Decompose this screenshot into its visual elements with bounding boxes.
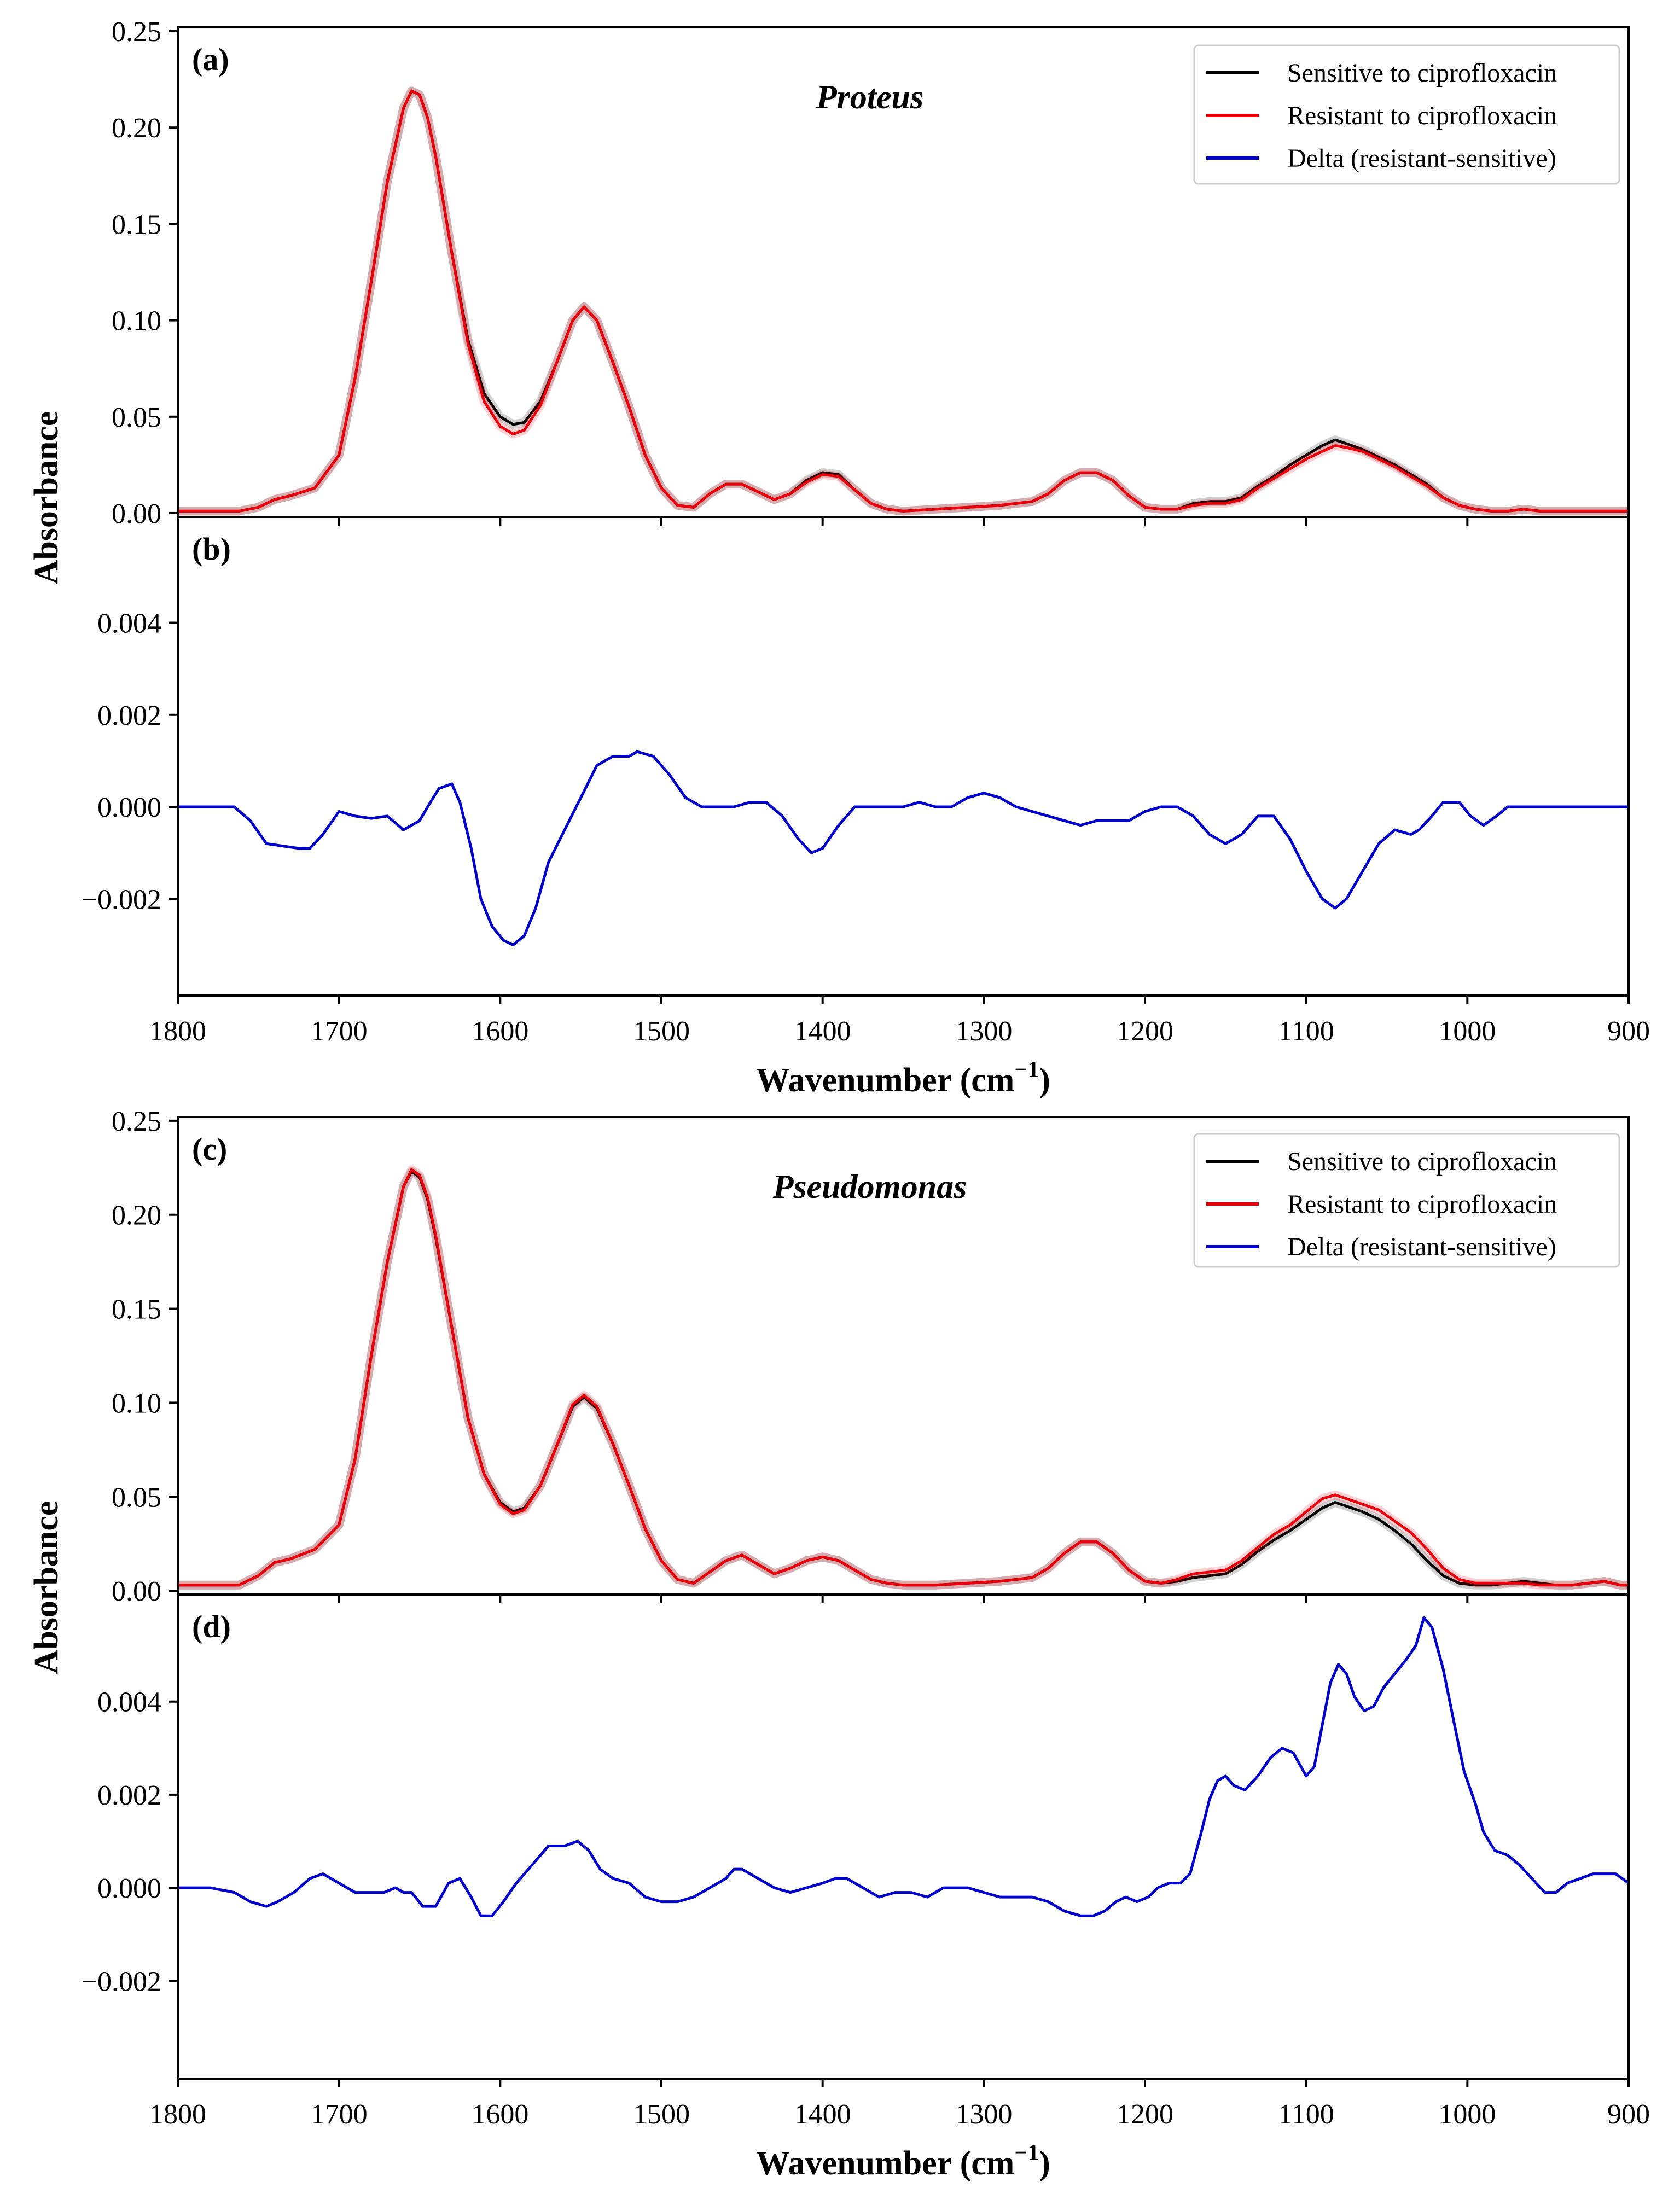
y-tick-label: 0.20 [112,1200,161,1231]
panel-c: 0.00 0.05 0.10 0.15 0.20 0.25 (c) Pseudomonas Ab… [28,1106,1630,1674]
x-tick-label: 1200 [1117,2099,1173,2130]
x-tick-label: 1300 [955,1016,1012,1047]
axes-frame [177,516,1630,997]
y-tick-label: −0.002 [82,884,161,915]
x-tick-label: 1600 [472,2099,528,2130]
legend-label: Delta (resistant-sensitive) [1287,144,1556,173]
axes-frame [177,1593,1630,2080]
y-tick-label: −0.002 [82,1966,161,1997]
y-tick-label: 0.05 [112,1482,161,1513]
x-tick-label: 900 [1607,2099,1650,2130]
panel-d: −0.002 0.000 0.002 0.004 1800 1700 1600 1500 140… [82,1593,1650,2182]
y-tick-label: 0.25 [112,16,161,48]
legend-label: Resistant to ciprofloxacin [1287,1190,1557,1219]
x-tick-label: 1700 [311,1016,368,1047]
x-tick-label: 1800 [149,1016,206,1047]
y-tick-label: 0.15 [112,1294,161,1325]
x-tick-label: 1000 [1439,2099,1496,2130]
x-tick-label: 1500 [633,2099,690,2130]
legend-label: Sensitive to ciprofloxacin [1287,59,1557,88]
series-line-resistant-to-ciprofloxacin [178,89,1629,513]
x-tick-label: 1500 [633,1016,690,1047]
y-tick-label: 0.000 [97,792,161,823]
y-tick-label: 0.004 [97,1687,161,1718]
y-tick-label: 0.002 [97,700,161,731]
legend-box [1193,44,1620,185]
legend-box [1193,1133,1620,1268]
y-tick-label: 0.05 [112,402,161,433]
y-tick-label: 0.00 [112,1576,161,1607]
x-tick-label: 1300 [955,2099,1012,2130]
y-tick-label: 0.004 [97,608,161,639]
series-line-resistant-to-ciprofloxacin [178,1168,1629,1587]
panel-label: (b) [192,531,231,567]
y-tick-label: 0.15 [112,209,161,240]
x-tick-label: 1100 [1278,1016,1334,1047]
legend: Sensitive to ciprofloxacin Resistant to c… [1193,1133,1620,1268]
x-tick-label: 1700 [311,2099,368,2130]
y-axis-title: Absorbance [28,411,65,585]
series-line-delta-resistant-sensitive- [178,750,1629,946]
x-tick-label: 1400 [794,2099,851,2130]
organism-title: Proteus [816,79,923,116]
y-tick-label: 0.00 [112,498,161,530]
y-tick-label: 0.000 [97,1873,161,1904]
legend: Sensitive to ciprofloxacin Resistant to c… [1193,44,1620,185]
x-axis-title: Wavenumber (cm−1) [756,2140,1050,2182]
legend-label: Sensitive to ciprofloxacin [1287,1147,1557,1176]
series-line-delta-resistant-sensitive- [178,1616,1630,1917]
y-tick-label: 0.20 [112,113,161,144]
x-axis-title: Wavenumber (cm−1) [756,1057,1050,1099]
y-tick-label: 0.10 [112,1388,161,1419]
x-tick-label: 1000 [1439,1016,1496,1047]
panel-label: (d) [192,1609,231,1644]
legend-label: Delta (resistant-sensitive) [1287,1232,1556,1261]
y-tick-label: 0.002 [97,1780,161,1811]
x-tick-label: 900 [1607,1016,1650,1047]
panel-a: 0.00 0.05 0.10 0.15 0.20 0.25 (a) Proteus Absorb… [28,16,1630,585]
y-axis-title: Absorbance [28,1501,65,1674]
organism-title: Pseudomonas [772,1168,967,1206]
x-tick-label: 1400 [794,1016,851,1047]
panel-label: (c) [192,1131,227,1167]
legend-label: Resistant to ciprofloxacin [1287,101,1557,130]
panel-b: −0.002 0.000 0.002 0.004 1800 1700 1600 1500 140… [82,516,1650,1099]
x-tick-label: 1200 [1117,1016,1173,1047]
panel-label: (a) [192,42,229,77]
x-tick-label: 1100 [1278,2099,1334,2130]
y-tick-label: 0.25 [112,1106,161,1137]
x-tick-label: 1600 [472,1016,528,1047]
y-tick-label: 0.10 [112,306,161,337]
x-tick-label: 1800 [149,2099,206,2130]
